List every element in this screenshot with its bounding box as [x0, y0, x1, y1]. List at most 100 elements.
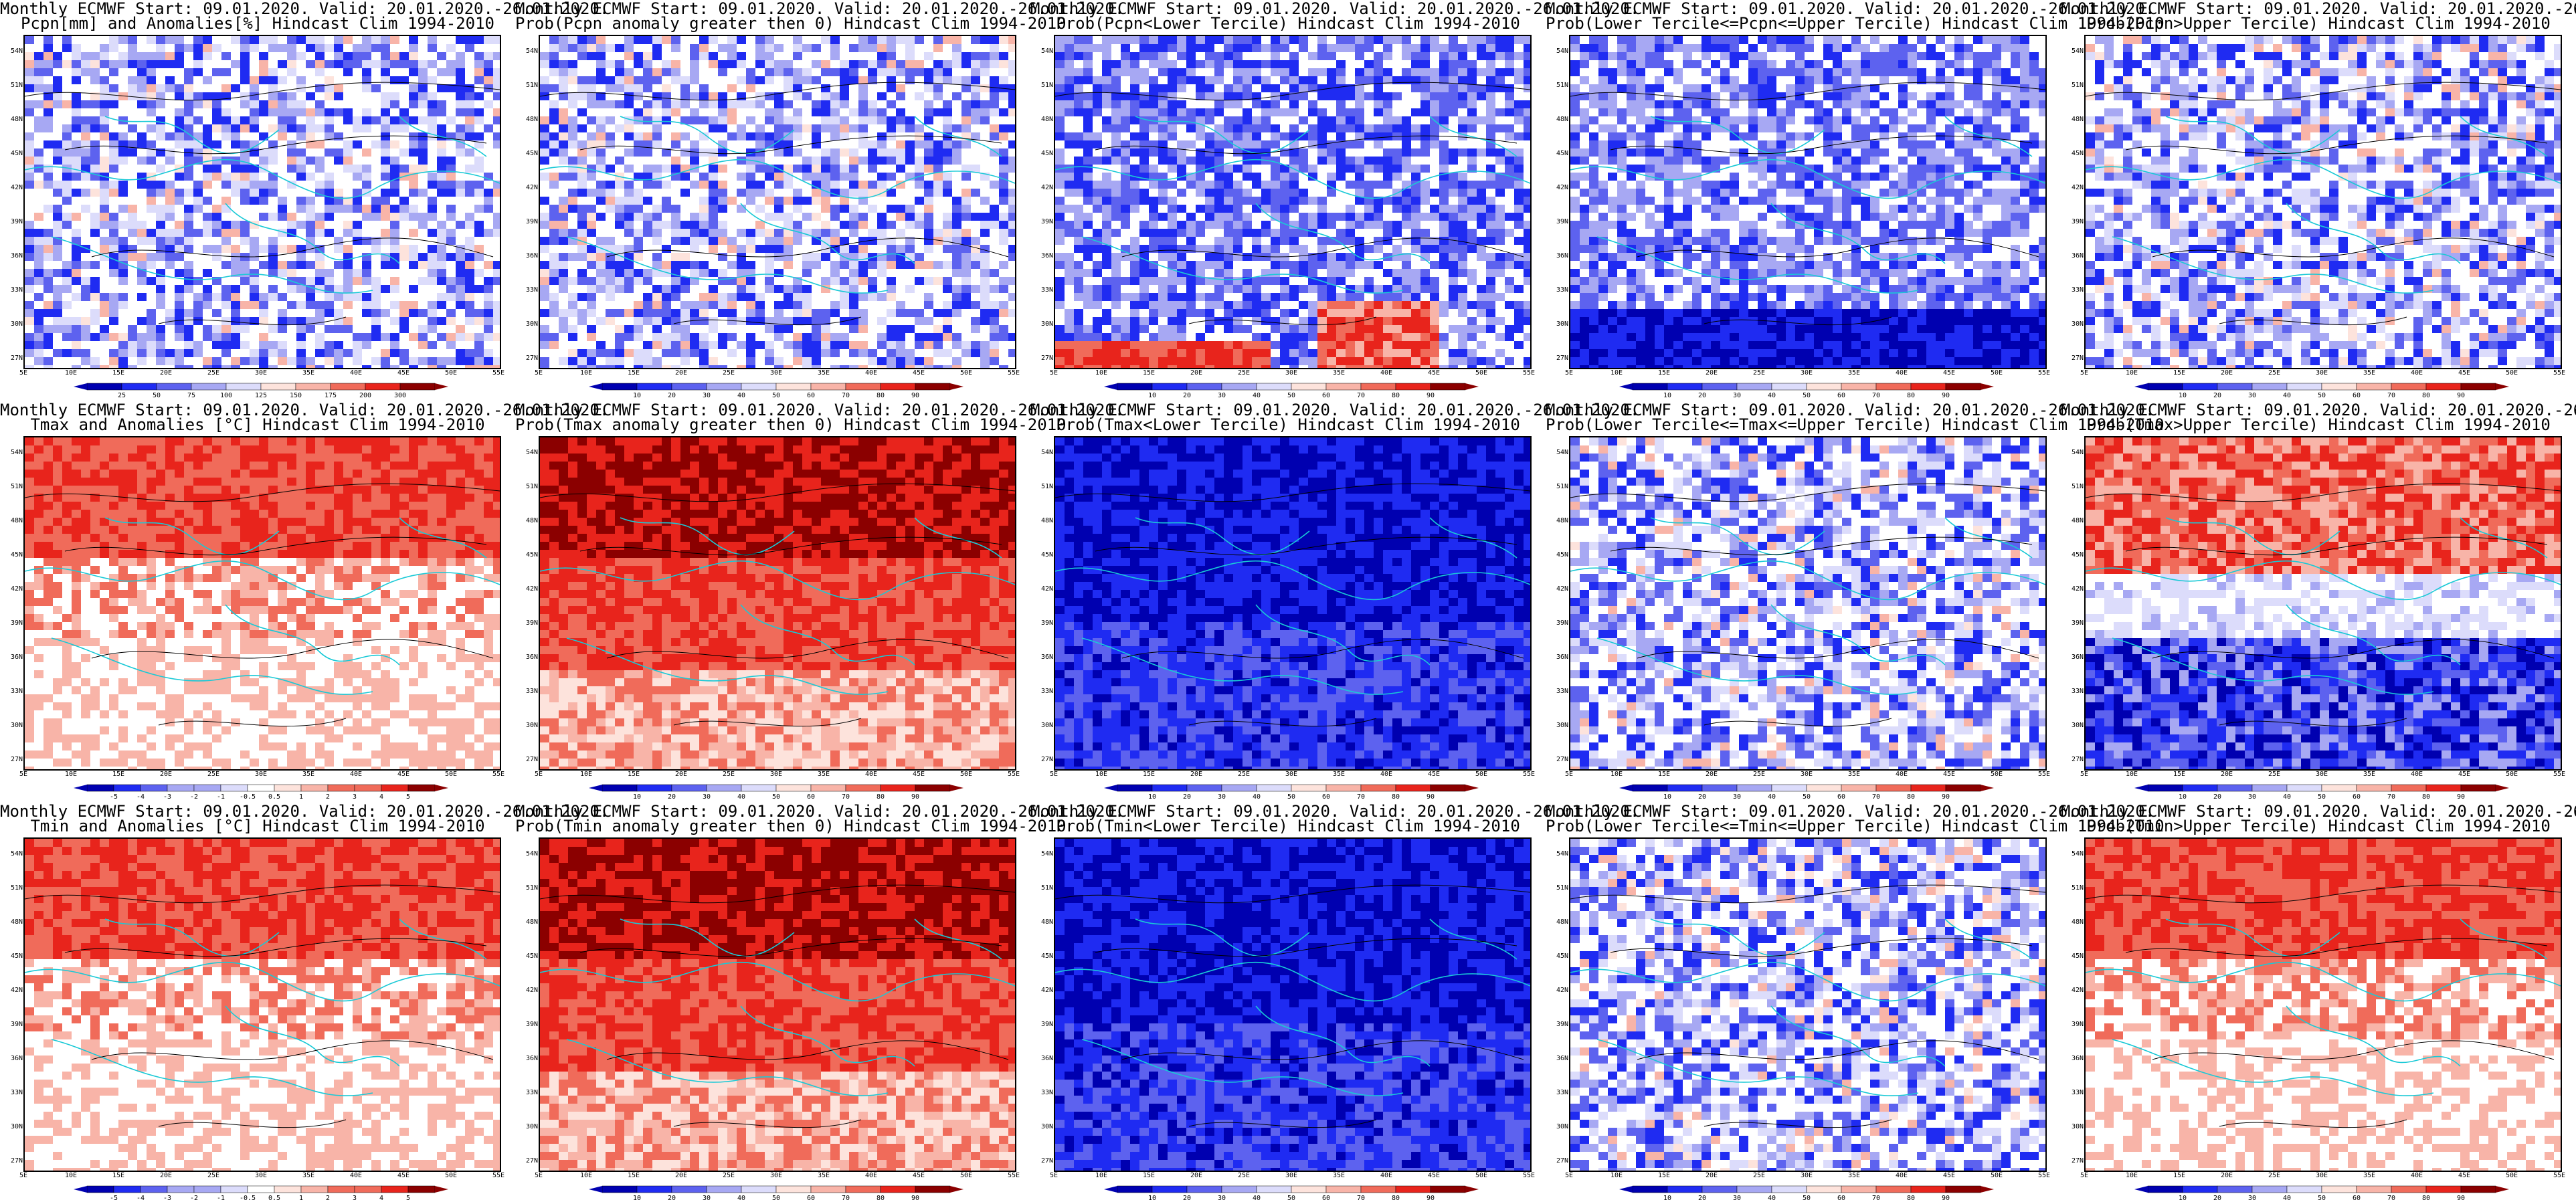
colorbar-tick-label: 40: [730, 392, 753, 399]
field-cell: [371, 261, 381, 270]
field-cell: [1402, 92, 1412, 101]
field-cell: [128, 132, 138, 141]
field-cell: [727, 325, 737, 334]
field-cell: [175, 261, 185, 270]
field-cell: [802, 293, 812, 302]
field-cell: [1252, 84, 1262, 93]
field-cell: [577, 52, 587, 61]
field-cell: [90, 140, 100, 149]
field-cell: [250, 325, 260, 334]
field-cell: [296, 132, 306, 141]
field-cell: [362, 349, 372, 358]
field-cell: [652, 189, 662, 197]
field-cell: [100, 36, 110, 45]
field-cell: [240, 140, 250, 149]
field-cell: [924, 341, 934, 350]
field-cell: [643, 76, 653, 85]
field-cell: [737, 213, 747, 221]
field-cell: [212, 309, 222, 318]
field-cell: [184, 349, 194, 358]
field-cell: [109, 333, 119, 342]
field-cell: [371, 44, 381, 53]
field-cell: [830, 229, 840, 237]
field-cell: [784, 221, 794, 229]
field-cell: [1214, 116, 1224, 125]
field-cell: [240, 116, 250, 125]
colorbar-tick-label: 70: [834, 392, 857, 399]
field-cell: [990, 189, 1000, 197]
field-cell: [315, 140, 325, 149]
field-cell: [896, 92, 906, 101]
latitude-label: 48N: [1, 116, 23, 123]
field-cell: [1336, 76, 1346, 85]
field-cell: [343, 229, 353, 237]
field-cell: [456, 108, 466, 117]
field-cell: [381, 325, 391, 334]
field-cell: [184, 357, 194, 366]
field-cell: [137, 325, 147, 334]
field-cell: [147, 293, 157, 302]
field-cell: [961, 253, 972, 262]
field-cell: [306, 333, 316, 342]
field-cell: [418, 205, 428, 213]
field-cell: [933, 157, 943, 165]
field-cell: [437, 84, 447, 93]
field-cell: [1280, 84, 1290, 93]
field-cell: [437, 341, 447, 350]
field-cell: [250, 317, 260, 326]
field-cell: [165, 165, 175, 173]
field-cell: [268, 60, 278, 69]
field-cell: [905, 44, 915, 53]
field-cell: [952, 76, 962, 85]
field-cell: [784, 157, 794, 165]
field-cell: [287, 44, 297, 53]
field-cell: [849, 68, 859, 77]
field-cell: [577, 357, 587, 366]
field-cell: [643, 317, 653, 326]
field-cell: [100, 341, 110, 350]
field-cell: [118, 108, 128, 117]
field-cell: [699, 301, 709, 310]
field-cell: [1458, 76, 1468, 85]
field-cell: [905, 333, 915, 342]
field-cell: [315, 349, 325, 358]
field-cell: [634, 108, 644, 117]
field-cell: [849, 229, 859, 237]
colorbar-segment: [706, 383, 742, 391]
field-cell: [25, 116, 35, 125]
field-cell: [428, 261, 438, 270]
field-cell: [812, 100, 822, 109]
field-cell: [690, 52, 700, 61]
field-cell: [830, 140, 840, 149]
field-cell: [568, 124, 578, 133]
field-cell: [587, 261, 597, 270]
field-cell: [933, 301, 943, 310]
colorbar-tick-label: 20: [660, 392, 683, 399]
field-cell: [774, 245, 784, 254]
field-cell: [624, 116, 634, 125]
field-cell: [156, 124, 166, 133]
field-cell: [53, 197, 63, 205]
field-cell: [118, 277, 128, 286]
field-cell: [540, 237, 550, 245]
field-cell: [474, 68, 484, 77]
field-cell: [437, 100, 447, 109]
latitude-label: 42N: [1, 185, 23, 191]
field-cell: [1224, 68, 1234, 77]
field-cell: [203, 309, 213, 318]
field-cell: [1102, 116, 1112, 125]
field-cell: [1430, 36, 1440, 45]
field-cell: [990, 165, 1000, 173]
field-cell: [231, 317, 241, 326]
field-cell: [999, 108, 1009, 117]
field-cell: [1495, 52, 1505, 61]
field-cell: [1308, 108, 1318, 117]
field-cell: [662, 317, 672, 326]
field-cell: [971, 285, 981, 294]
field-cell: [1439, 108, 1449, 117]
field-cell: [221, 60, 232, 69]
field-cell: [474, 325, 484, 334]
field-cell: [577, 76, 587, 85]
field-cell: [1505, 84, 1515, 93]
field-cell: [34, 108, 44, 117]
